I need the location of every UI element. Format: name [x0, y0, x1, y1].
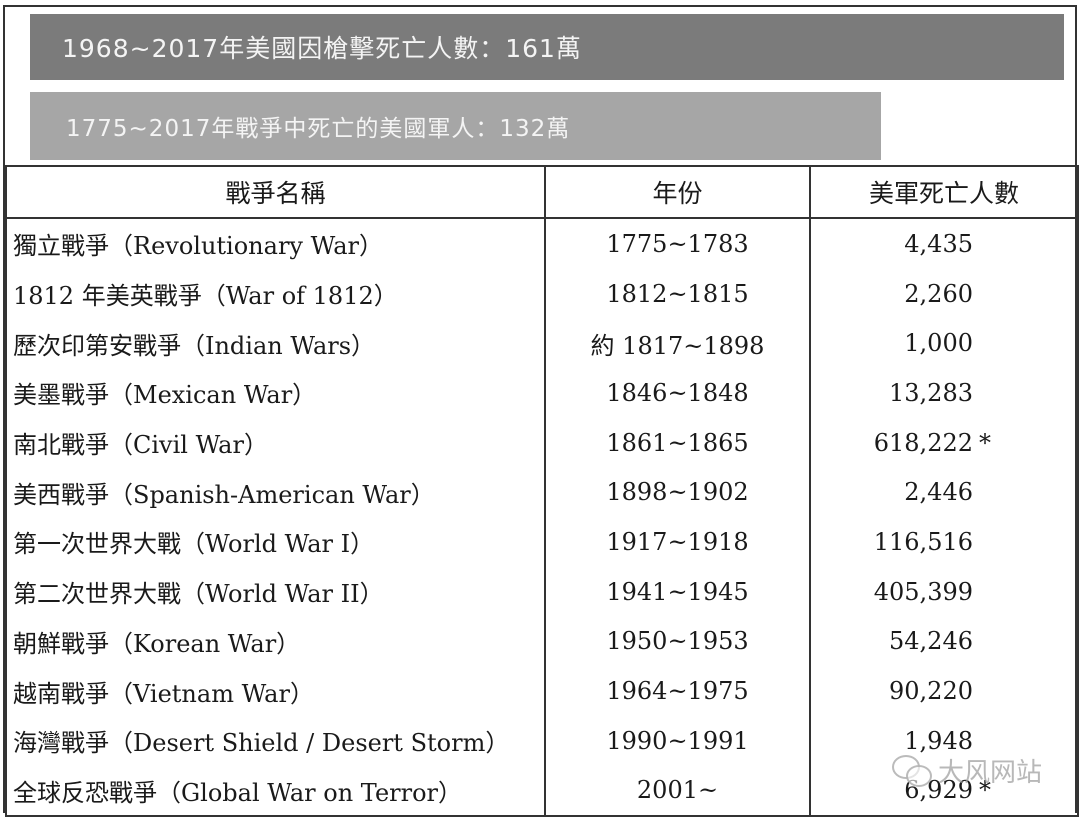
war-deaths-banner: 1775~2017年戰爭中死亡的美國軍人：132萬: [30, 92, 881, 160]
years-cell: 1846~1848: [544, 368, 811, 418]
years-cell: 約 1817~1898: [544, 318, 811, 369]
deaths-value: 13,283: [889, 378, 973, 407]
table-row: 第二次世界大戰（World War II） 1941~1945 405,399: [5, 566, 1079, 617]
years-cell: 2001~: [544, 765, 811, 817]
deaths-cell: 2,446: [809, 467, 1079, 518]
table-row: 獨立戰爭（Revolutionary War） 1775~1783 4,435: [5, 218, 1079, 269]
gun-deaths-banner: 1968~2017年美國因槍擊死亡人數：161萬: [30, 14, 1064, 80]
war-name-cell: 第一次世界大戰（World War I）: [5, 517, 546, 567]
table-row: 歷次印第安戰爭（Indian Wars）約 1817~1898 1,000: [5, 318, 1079, 369]
watermark-text: 大风网站: [938, 758, 1043, 788]
gun-deaths-text: 1968~2017年美國因槍擊死亡人數：161萬: [62, 34, 582, 63]
deaths-cell: 2,260: [809, 268, 1079, 319]
war-name-cell: 海灣戰爭（Desert Shield / Desert Storm）: [5, 715, 546, 766]
deaths-value: 4,435: [904, 229, 973, 258]
years-cell: 1898~1902: [544, 467, 811, 518]
deaths-value: 2,260: [904, 279, 973, 308]
deaths-value: 2,446: [904, 478, 973, 507]
deaths-cell: 1,000: [809, 318, 1079, 369]
deaths-cell: 405,399: [809, 566, 1079, 617]
deaths-cell: 13,283: [809, 368, 1079, 418]
years-cell: 1861~1865: [544, 417, 811, 468]
years-cell: 1964~1975: [544, 666, 811, 716]
table-row: 第一次世界大戰（World War I） 1917~1918 116,516: [5, 517, 1079, 567]
war-name-cell: 歷次印第安戰爭（Indian Wars）: [5, 318, 546, 369]
years-cell: 1812~1815: [544, 268, 811, 319]
table-row: 美墨戰爭（Mexican War） 1846~1848 13,283: [5, 368, 1079, 418]
war-deaths-table: 戰爭名稱 年份 美軍死亡人數 獨立戰爭（Revolutionary War） 17…: [5, 165, 1079, 817]
war-name-cell: 全球反恐戰爭（Global War on Terror）: [5, 765, 546, 817]
war-name-cell: 1812 年美英戰爭（War of 1812）: [5, 268, 546, 319]
table-row: 海灣戰爭（Desert Shield / Desert Storm） 1990~1…: [5, 715, 1079, 766]
war-deaths-text: 1775~2017年戰爭中死亡的美國軍人：132萬: [66, 116, 571, 142]
deaths-cell: 116,516: [809, 517, 1079, 567]
deaths-cell: 6,929 *: [809, 765, 1079, 817]
header-years: 年份: [544, 165, 811, 219]
deaths-value: 405,399: [873, 577, 973, 606]
war-name-cell: 南北戰爭（Civil War）: [5, 417, 546, 468]
war-name-cell: 美墨戰爭（Mexican War）: [5, 368, 546, 418]
table-header-row: 戰爭名稱 年份 美軍死亡人數: [5, 165, 1079, 219]
deaths-cell: 618,222 *: [809, 417, 1079, 468]
years-cell: 1941~1945: [544, 566, 811, 617]
war-name-cell: 越南戰爭（Vietnam War）: [5, 666, 546, 716]
table-row: 美西戰爭（Spanish-American War） 1898~1902 2,446: [5, 467, 1079, 518]
war-name-cell: 美西戰爭（Spanish-American War）: [5, 467, 546, 518]
wechat-icon: [892, 754, 932, 787]
deaths-cell: 4,435: [809, 218, 1079, 269]
watermark: 大风网站: [892, 752, 1042, 789]
header-deaths: 美軍死亡人數: [809, 165, 1079, 219]
war-name-cell: 獨立戰爭（Revolutionary War）: [5, 218, 546, 269]
years-cell: 1990~1991: [544, 715, 811, 766]
years-cell: 1775~1783: [544, 218, 811, 269]
deaths-cell: 54,246: [809, 616, 1079, 667]
table-row: 越南戰爭（Vietnam War） 1964~1975 90,220: [5, 666, 1079, 716]
header-war-name: 戰爭名稱: [5, 165, 546, 219]
deaths-cell: 90,220: [809, 666, 1079, 716]
table-row: 南北戰爭（Civil War） 1861~1865 618,222 *: [5, 417, 1079, 468]
deaths-value: 1,000: [904, 329, 973, 358]
deaths-value: 54,246: [889, 627, 973, 656]
footnote-marker: *: [979, 776, 991, 805]
war-name-cell: 第二次世界大戰（World War II）: [5, 566, 546, 617]
deaths-value: 90,220: [889, 677, 973, 706]
deaths-value: 116,516: [873, 527, 973, 556]
years-cell: 1950~1953: [544, 616, 811, 667]
footnote-marker: *: [979, 428, 991, 457]
table-row: 朝鮮戰爭（Korean War） 1950~1953 54,246: [5, 616, 1079, 667]
deaths-cell: 1,948: [809, 715, 1079, 766]
deaths-value: 1,948: [904, 726, 973, 755]
table-row: 1812 年美英戰爭（War of 1812） 1812~1815 2,260: [5, 268, 1079, 319]
deaths-value: 618,222: [873, 428, 973, 457]
war-name-cell: 朝鮮戰爭（Korean War）: [5, 616, 546, 667]
years-cell: 1917~1918: [544, 517, 811, 567]
